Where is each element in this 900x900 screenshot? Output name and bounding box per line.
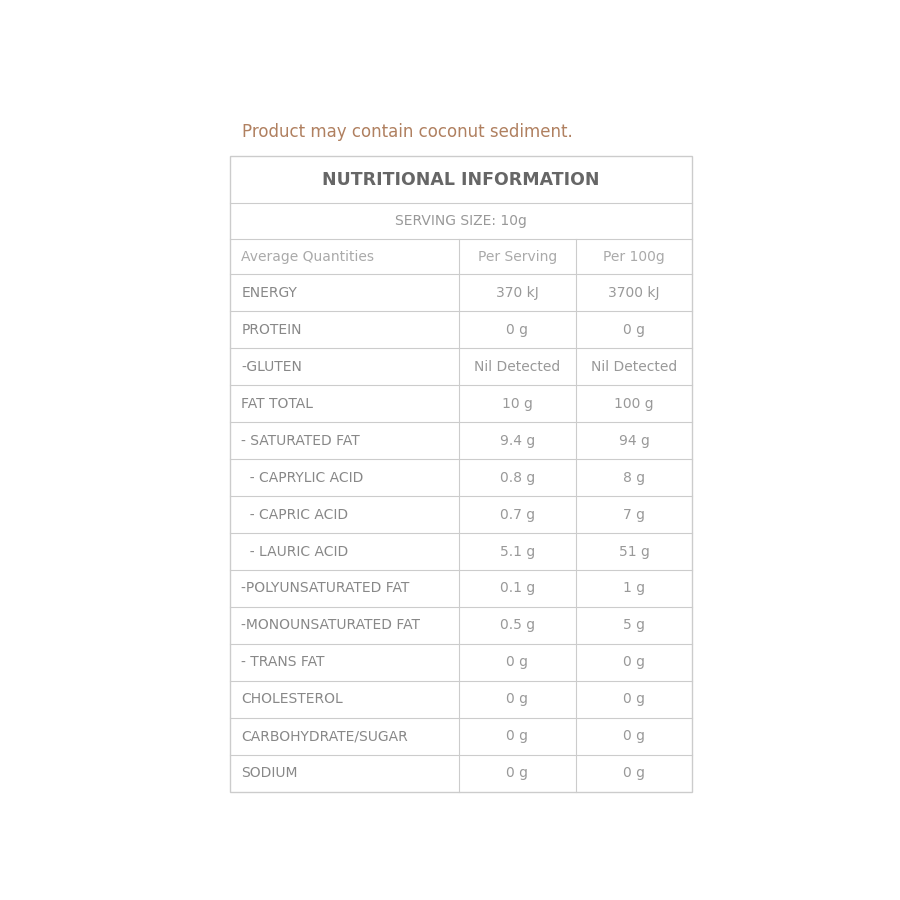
Text: -POLYUNSATURATED FAT: -POLYUNSATURATED FAT [241,581,410,596]
Text: 5 g: 5 g [623,618,645,633]
Text: 7 g: 7 g [623,508,645,522]
Text: CHOLESTEROL: CHOLESTEROL [241,692,343,706]
Text: Per Serving: Per Serving [478,249,557,264]
Text: FAT TOTAL: FAT TOTAL [241,397,313,410]
Text: 51 g: 51 g [618,544,650,559]
Text: SERVING SIZE: 10g: SERVING SIZE: 10g [395,214,527,229]
Text: 0 g: 0 g [507,766,528,780]
Text: CARBOHYDRATE/SUGAR: CARBOHYDRATE/SUGAR [241,729,408,743]
Text: 1 g: 1 g [623,581,645,596]
Text: 0 g: 0 g [623,655,645,670]
Text: 0 g: 0 g [507,323,528,337]
Text: 9.4 g: 9.4 g [500,434,536,447]
Text: Average Quantities: Average Quantities [241,249,374,264]
Text: ENERGY: ENERGY [241,286,297,300]
Text: - LAURIC ACID: - LAURIC ACID [241,544,348,559]
Text: 0 g: 0 g [623,692,645,706]
Text: Nil Detected: Nil Detected [591,360,677,373]
Text: Per 100g: Per 100g [603,249,665,264]
Text: Nil Detected: Nil Detected [474,360,561,373]
Text: - SATURATED FAT: - SATURATED FAT [241,434,360,447]
Text: PROTEIN: PROTEIN [241,323,302,337]
Text: 0 g: 0 g [623,323,645,337]
Text: SODIUM: SODIUM [241,766,298,780]
Text: 0 g: 0 g [623,729,645,743]
Text: 0 g: 0 g [507,729,528,743]
Bar [230,156,692,792]
Text: Product may contain coconut sediment.: Product may contain coconut sediment. [241,123,572,141]
Text: - CAPRYLIC ACID: - CAPRYLIC ACID [241,471,364,484]
Text: 100 g: 100 g [615,397,654,410]
Text: 8 g: 8 g [623,471,645,484]
Text: 10 g: 10 g [502,397,533,410]
Text: - TRANS FAT: - TRANS FAT [241,655,325,670]
Text: -MONOUNSATURATED FAT: -MONOUNSATURATED FAT [241,618,420,633]
Text: 0 g: 0 g [507,692,528,706]
Text: 0.8 g: 0.8 g [500,471,536,484]
Text: 370 kJ: 370 kJ [496,286,539,300]
Text: 94 g: 94 g [618,434,650,447]
Text: 0 g: 0 g [623,766,645,780]
Text: NUTRITIONAL INFORMATION: NUTRITIONAL INFORMATION [322,171,600,189]
Text: 0.1 g: 0.1 g [500,581,536,596]
Text: 0.5 g: 0.5 g [500,618,535,633]
Text: - CAPRIC ACID: - CAPRIC ACID [241,508,348,522]
Text: 5.1 g: 5.1 g [500,544,536,559]
Text: 0.7 g: 0.7 g [500,508,535,522]
Text: 0 g: 0 g [507,655,528,670]
Text: 3700 kJ: 3700 kJ [608,286,660,300]
Text: -GLUTEN: -GLUTEN [241,360,302,373]
